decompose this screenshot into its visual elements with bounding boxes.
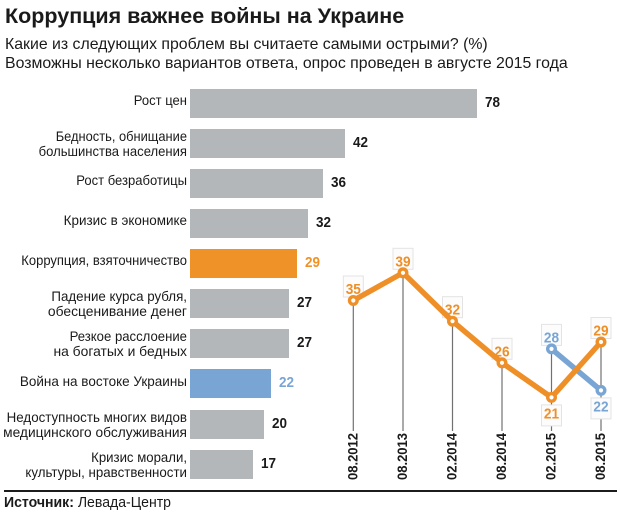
svg-text:26: 26 [494,343,509,360]
svg-text:29: 29 [593,323,608,340]
svg-text:08.2013: 08.2013 [395,433,410,480]
svg-text:35: 35 [346,281,361,298]
svg-text:08.2012: 08.2012 [345,433,360,480]
svg-text:22: 22 [593,398,608,415]
svg-text:08.2015: 08.2015 [593,433,608,480]
svg-text:08.2014: 08.2014 [494,433,509,480]
svg-text:39: 39 [395,253,410,270]
svg-text:21: 21 [544,405,559,422]
svg-text:02.2014: 02.2014 [445,433,460,480]
svg-text:02.2015: 02.2015 [544,433,559,480]
svg-text:28: 28 [544,329,559,346]
svg-text:32: 32 [445,302,460,319]
